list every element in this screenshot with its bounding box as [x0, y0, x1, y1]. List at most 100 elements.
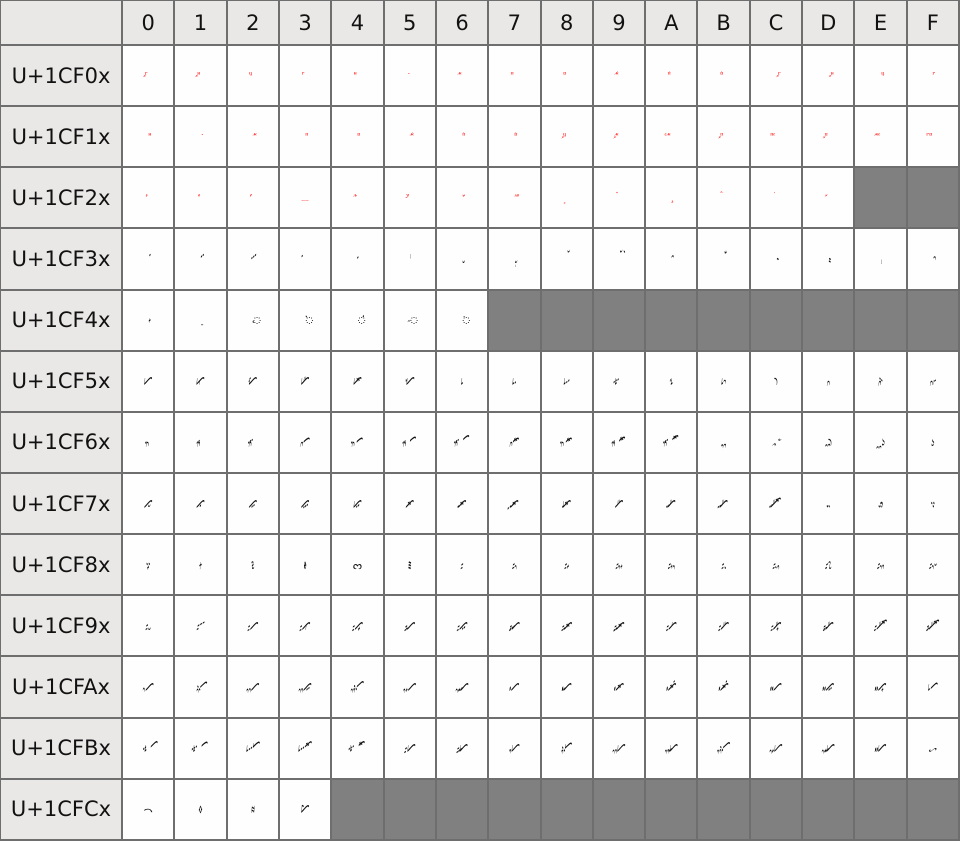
glyph: 𜾃 — [303, 556, 307, 573]
glyph-cell: 𜼖 — [434, 105, 490, 169]
column-header: 2 — [225, 0, 280, 46]
glyph-cell: 𜾈 — [539, 533, 594, 597]
glyph: 𜽦 — [454, 434, 470, 451]
glyph-cell: 𜼊 — [644, 43, 699, 108]
chart-body: U+1CF0x𜼀𜼁𜼂𜼃𜼄𜼅𜼆𜼇𜼈𜼉𜼊𜼋𜼌𜼍𜼎𜼏U+1CF1x𜼐𜼑𜼒𜼓𜼔𜼕𜼖𜼗𜼘𜼙… — [0, 43, 960, 841]
glyph-cell: 𜼛 — [696, 105, 751, 169]
glyph-cell: 𜼆 — [434, 43, 490, 108]
glyph: 𜾈 — [563, 556, 570, 573]
glyph-cell: 𜽿 — [905, 471, 960, 536]
glyph-cell: 𜾯 — [905, 655, 960, 719]
glyph: 𜽿 — [930, 495, 935, 512]
glyph-cell: 𜾁 — [173, 533, 228, 597]
glyph-cell: 𜼄 — [330, 43, 385, 108]
unassigned-cell — [748, 288, 804, 352]
glyph-cell: 𜼫 — [696, 166, 751, 230]
glyph: 𜽳 — [300, 495, 310, 512]
glyph: 𜾔 — [351, 617, 364, 634]
glyph: 𜽒 — [248, 373, 257, 390]
glyph-cell: 𜾌 — [748, 533, 804, 597]
glyph-cell: 𜼝 — [801, 105, 856, 169]
unassigned-cell — [330, 777, 385, 841]
glyph-cell: 𜾸 — [539, 716, 594, 780]
glyph-cell: 𜾍 — [801, 533, 856, 597]
glyph-cell: 𜽧 — [487, 410, 542, 474]
glyph-cell: 𜾗 — [487, 594, 542, 658]
glyph: 𜽵 — [405, 495, 414, 512]
column-header: 0 — [120, 0, 176, 46]
unassigned-cell — [487, 288, 542, 352]
glyph-cell: 𜾀 — [120, 533, 176, 597]
glyph-cell: 𜾒 — [225, 594, 280, 658]
glyph-cell: 𜾦 — [434, 655, 490, 719]
glyph-cell: 𜿂 — [225, 777, 280, 841]
glyph: 𜾍 — [824, 556, 832, 573]
glyph-cell: 𜽝 — [801, 349, 856, 413]
glyph: 𜾀 — [146, 556, 151, 573]
glyph: 𜾺 — [664, 740, 678, 757]
glyph: 𜾐 — [145, 617, 152, 634]
glyph: 𜿀 — [143, 801, 153, 818]
chart-row: U+1CF2x𜼠𜼡𜼢𜼣𜼤𜼥𜼦𜼧𜼨𜼩𜼪𜼫𜼬𜼭 — [0, 166, 960, 230]
glyph-cell: 𜽱 — [173, 471, 228, 536]
row-header: U+1CF6x — [0, 410, 123, 474]
glyph: 𜽷 — [510, 495, 519, 512]
glyph-cell: 𜾄 — [330, 533, 385, 597]
glyph-cell: 𜾩 — [591, 655, 647, 719]
glyph: 𜾾 — [874, 740, 887, 757]
glyph: 𜽨 — [560, 434, 573, 451]
chart-row: U+1CF1x𜼐𜼑𜼒𜼓𜼔𜼕𜼖𜼗𜼘𜼙𜼚𜼛𜼜𜼝𜼞𜼟 — [0, 105, 960, 169]
glyph-cell: 𜼢 — [225, 166, 280, 230]
glyph-cell: 𜽳 — [277, 471, 333, 536]
glyph-cell: 𜽡 — [173, 410, 228, 474]
unassigned-cell — [853, 166, 908, 230]
glyph: 𜿁 — [198, 801, 203, 818]
glyph: 𜽲 — [248, 495, 257, 512]
glyph-cell: 𜽛 — [696, 349, 751, 413]
glyph: 𜾟 — [925, 617, 940, 634]
glyph-cell: 𜼵 — [382, 227, 437, 291]
glyph-cell: 𜼴 — [330, 227, 385, 291]
column-header: 7 — [487, 0, 542, 46]
glyph: 𜾞 — [873, 617, 888, 634]
glyph-cell: 𜾮 — [853, 655, 908, 719]
glyph-cell: 𜼔 — [330, 105, 385, 169]
glyph-cell: 𜾉 — [591, 533, 647, 597]
glyph-cell: 𜾵 — [382, 716, 437, 780]
glyph-cell: 𜽪 — [644, 410, 699, 474]
unassigned-cell — [434, 777, 490, 841]
corner-cell — [0, 0, 123, 46]
column-header: B — [696, 0, 751, 46]
glyph-cell: 𜼨 — [539, 166, 594, 230]
glyph-cell: 𜾅 — [382, 533, 437, 597]
glyph-cell: 𜾠 — [120, 655, 176, 719]
glyph-cell: 𜽙 — [591, 349, 647, 413]
glyph-cell: 𜽔 — [330, 349, 385, 413]
glyph: 𜾕 — [404, 617, 416, 634]
glyph-cell: 𜾐 — [120, 594, 176, 658]
glyph-cell: 𜾋 — [696, 533, 751, 597]
glyph: 𜽪 — [663, 434, 680, 451]
glyph-cell: 𜾘 — [539, 594, 594, 658]
glyph-cell: 𜽘 — [539, 349, 594, 413]
glyph: 𜾌 — [772, 556, 780, 573]
glyph-cell: 𜾊 — [644, 533, 699, 597]
glyph: 𜾛 — [717, 617, 730, 634]
glyph: 𜾵 — [403, 740, 416, 757]
glyph: 𜽤 — [351, 434, 364, 451]
glyph-cell: 𜾎 — [853, 533, 908, 597]
chart-row: U+1CFCx 𜿀 𜿁 𜿂 𜿃 — [0, 777, 960, 841]
glyph-cell: 𜼾 — [853, 227, 908, 291]
glyph-cell: 𜽆 — [434, 288, 490, 352]
glyph-cell: 𜽺 — [644, 471, 699, 536]
glyph: 𜾂 — [250, 556, 255, 573]
glyph: 𜾦 — [455, 678, 469, 695]
chart-row: U+1CFAx 𜾠 𜾡 𜾢 𜾣 𜾤 𜾥 𜾦 𜾧 𜾨 𜾩 𜾪 𜾫 𜾬 𜾭 𜾮 𜾯 — [0, 655, 960, 719]
glyph-cell: 𜾡 — [173, 655, 228, 719]
glyph: 𜾒 — [247, 617, 259, 634]
glyph-cell: 𜾙 — [591, 594, 647, 658]
glyph: 𜽙 — [614, 373, 624, 390]
glyph-cell: 𜽠 — [120, 410, 176, 474]
glyph: 𜽕 — [404, 373, 415, 390]
glyph-cell: 𜾤 — [330, 655, 385, 719]
